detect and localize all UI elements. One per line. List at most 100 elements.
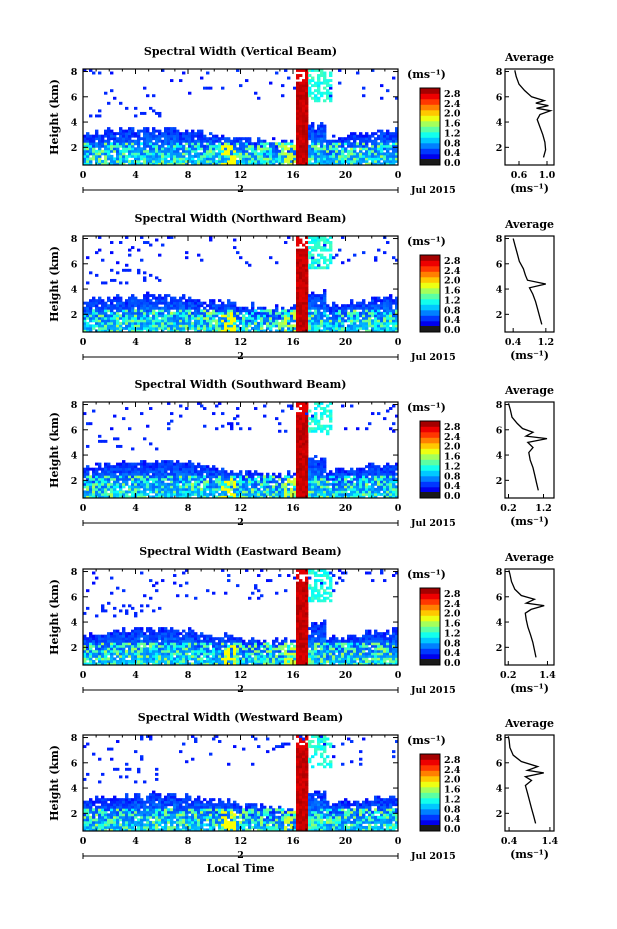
heatmap-cell <box>338 485 342 489</box>
heatmap-cell <box>308 409 312 413</box>
heatmap-cell <box>212 152 216 156</box>
heatmap-cell <box>113 629 117 633</box>
heatmap-cell <box>371 304 375 308</box>
heatmap-cell <box>269 309 273 313</box>
heatmap-cell <box>143 485 147 489</box>
heatmap-cell <box>170 314 174 318</box>
heatmap-cell <box>128 152 132 156</box>
heatmap-cell <box>353 495 357 499</box>
heatmap-cell <box>113 144 117 148</box>
heatmap-cell <box>233 417 237 421</box>
heatmap-cell <box>92 304 96 308</box>
heatmap-cell <box>296 429 300 433</box>
heatmap-cell <box>302 455 306 458</box>
heatmap-cell <box>110 659 114 663</box>
heatmap-cell <box>299 238 303 242</box>
heatmap-cell <box>386 162 390 166</box>
heatmap-cell <box>338 329 342 333</box>
heatmap-cell <box>134 142 138 146</box>
heatmap-cell <box>344 490 348 494</box>
heatmap-cell <box>263 149 267 153</box>
heatmap-cell <box>254 407 258 410</box>
colorbar-tick-label: 0.4 <box>444 315 461 326</box>
heatmap-cell <box>275 157 279 161</box>
heatmap-cell <box>86 654 90 658</box>
heatmap-cell <box>359 314 363 318</box>
heatmap-cell <box>392 132 396 136</box>
heatmap-cell <box>131 129 135 133</box>
heatmap-cell <box>239 256 243 260</box>
heatmap-cell <box>197 159 201 163</box>
heatmap-cell <box>311 487 315 491</box>
heatmap-cell <box>233 482 237 486</box>
heatmap-cell <box>245 157 249 161</box>
heatmap-cell <box>119 495 123 499</box>
heatmap-cell <box>140 412 144 416</box>
heatmap-cell <box>275 417 279 421</box>
heatmap-cell <box>299 154 303 158</box>
heatmap-cell <box>131 649 135 653</box>
heatmap-cell <box>98 137 102 141</box>
heatmap-cell <box>86 642 90 646</box>
heatmap-cell <box>92 649 96 653</box>
heatmap-cell <box>293 304 297 308</box>
heatmap-cell <box>317 404 321 408</box>
heatmap-cell <box>287 147 291 151</box>
heatmap-cell <box>164 462 168 466</box>
heatmap-cell <box>155 142 159 146</box>
heatmap-cells <box>83 569 399 666</box>
heatmap-cell <box>248 475 252 479</box>
heatmap-cell <box>146 137 150 141</box>
heatmap-cell <box>275 309 279 313</box>
heatmap-cell <box>299 316 303 320</box>
heatmap-cell <box>299 134 303 138</box>
heatmap-cell <box>164 472 168 476</box>
heatmap-cell <box>290 154 294 158</box>
heatmap-cell <box>146 142 150 146</box>
heatmap-cell <box>275 306 279 310</box>
heatmap-cell <box>242 149 246 153</box>
heatmap-cell <box>323 409 327 413</box>
heatmap-cell <box>200 147 204 151</box>
heatmap-cell <box>194 485 198 489</box>
heatmap-cell <box>233 487 237 491</box>
heatmap-cell <box>173 159 177 163</box>
heatmap-cell <box>299 291 303 295</box>
heatmap-cell <box>371 495 375 499</box>
heatmap-cell <box>98 139 102 143</box>
heatmap-cell <box>308 470 312 474</box>
heatmap-cell <box>131 482 135 486</box>
heatmap-cell <box>263 477 267 481</box>
heatmap-cell <box>293 485 297 489</box>
heatmap-cell <box>302 306 306 310</box>
heatmap-cell <box>296 248 300 252</box>
heatmap-cell <box>212 316 216 320</box>
heatmap-cell <box>314 324 318 328</box>
heatmap-cell <box>242 316 246 320</box>
heatmap-cell <box>392 159 396 163</box>
heatmap-cell <box>200 142 204 146</box>
heatmap-cell <box>383 485 387 489</box>
heatmap-cell <box>311 149 315 153</box>
heatmap-cell <box>98 465 102 469</box>
heatmap-cell <box>92 301 96 305</box>
heatmap-cell <box>167 311 171 315</box>
heatmap-cell <box>383 487 387 491</box>
heatmap-cell <box>314 69 318 72</box>
heatmap-cell <box>263 162 267 166</box>
heatmap-cell <box>245 319 249 323</box>
heatmap-cell <box>107 480 111 484</box>
heatmap-cell <box>128 144 132 148</box>
heatmap-cell <box>107 101 111 105</box>
heatmap-cell <box>233 309 237 313</box>
heatmap-cell <box>98 71 102 75</box>
heatmap-cell <box>194 482 198 486</box>
heatmap-cell <box>332 329 336 333</box>
heatmap-cell <box>182 296 186 300</box>
heatmap-cell <box>353 475 357 479</box>
heatmap-cell <box>119 306 123 310</box>
heatmap-cell <box>356 319 360 323</box>
heatmap-cell <box>173 314 177 318</box>
heatmap-cell <box>248 263 252 267</box>
heatmap-cell <box>314 462 318 466</box>
